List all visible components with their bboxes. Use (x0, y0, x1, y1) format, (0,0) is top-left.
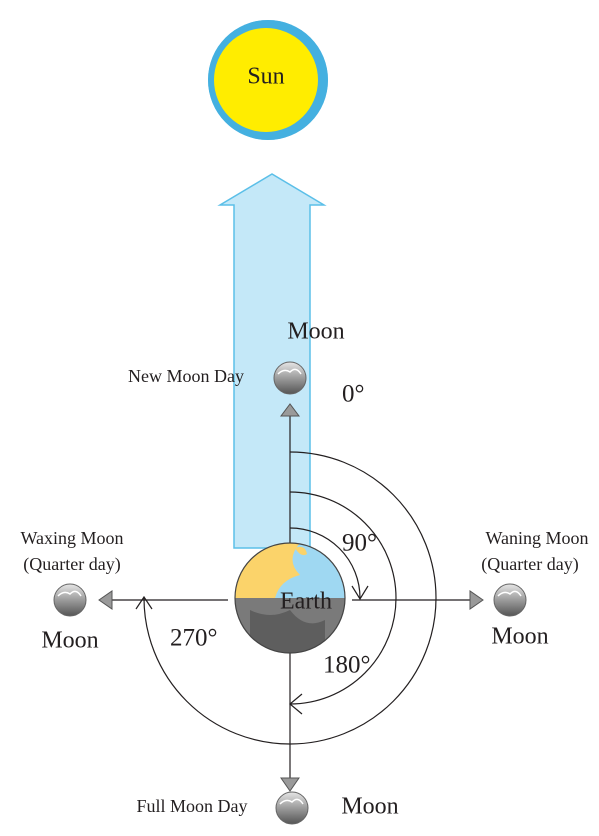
angle-label: 270° (170, 625, 218, 652)
angle-label: 0° (342, 381, 365, 408)
arc-270 (143, 451, 437, 745)
moon-label: Moon (341, 794, 398, 820)
arrow-left (98, 590, 113, 610)
moon-label: Moon (491, 624, 548, 650)
phase-label: Waxing Moon (20, 528, 123, 548)
arc-90 (289, 527, 361, 599)
moon-icon (273, 361, 307, 395)
arc-270-head (135, 595, 153, 610)
angle-label: 90° (342, 530, 377, 557)
sun-label: Sun (247, 64, 284, 90)
moon-icon (53, 583, 87, 617)
arc-180-head (289, 693, 303, 715)
moon-icon (493, 583, 527, 617)
arrow-down (280, 777, 300, 792)
phase-label: Waning Moon (485, 528, 588, 548)
phase-label: Full Moon Day (136, 796, 247, 816)
moon-label: Moon (41, 628, 98, 654)
arc-90-head (351, 585, 369, 601)
moon-icon (275, 791, 309, 825)
phase-label: New Moon Day (128, 366, 244, 386)
angle-label: 180° (323, 652, 371, 679)
arc-180 (289, 491, 397, 705)
phase-note: (Quarter day) (481, 554, 578, 575)
sun: Sun (208, 20, 328, 140)
moon-label: Moon (287, 319, 344, 345)
earth-label: Earth (280, 589, 332, 615)
arrow-up (280, 403, 300, 417)
earth (235, 543, 345, 653)
phase-note: (Quarter day) (23, 554, 120, 575)
light-beam (217, 173, 327, 549)
arrow-right (469, 590, 484, 610)
